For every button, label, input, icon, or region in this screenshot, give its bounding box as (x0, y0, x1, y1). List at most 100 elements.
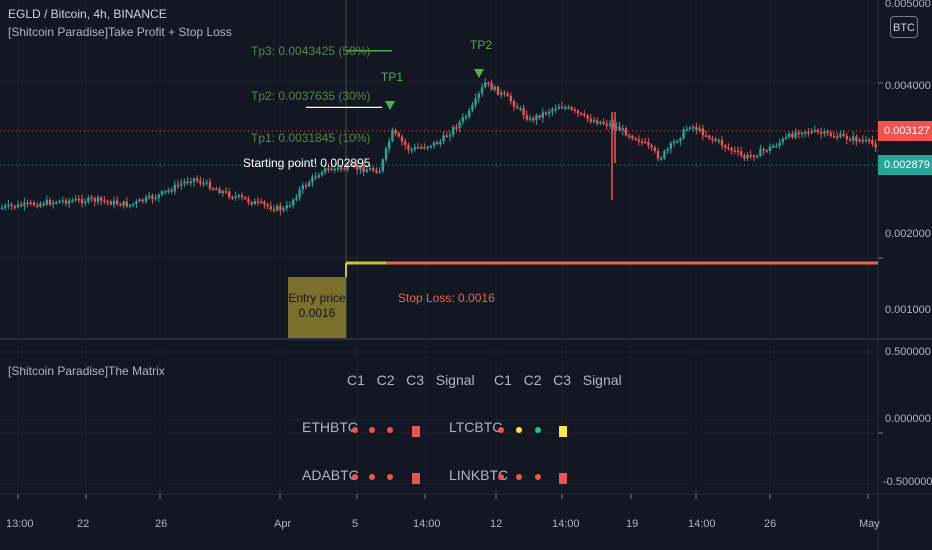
candle-body-125 (400, 136, 404, 142)
candle-body-170 (544, 112, 548, 114)
candle-body-80 (256, 201, 260, 203)
matrix-symbol-adabtc: ADABTC (302, 467, 359, 483)
candle-body-162 (519, 108, 522, 110)
tp2-label: Tp2: 0.0037635 (30%) (251, 89, 371, 103)
prev-price-badge: 0.002879 (878, 155, 932, 175)
candle-body-165 (528, 118, 532, 120)
candle-body-109 (349, 165, 352, 167)
candle-body-271 (868, 139, 871, 142)
candle-body-174 (557, 106, 560, 109)
candle-body-16 (52, 202, 55, 205)
candle-body-148 (474, 98, 477, 105)
candle-body-225 (720, 140, 724, 146)
candle-body-153 (490, 83, 493, 90)
candle-body-237 (759, 148, 762, 156)
matrix-right-signal-1 (559, 473, 567, 484)
candle-body-219 (701, 128, 704, 136)
price-pane (0, 0, 878, 338)
candle-body-243 (778, 142, 781, 146)
symbol-title[interactable]: EGLD / Bitcoin, 4h, BINANCE (8, 7, 167, 21)
candle-body-54 (173, 184, 176, 192)
col-c1: C1 (494, 372, 512, 388)
indicator-matrix-title[interactable]: [Shitcoin Paradise]The Matrix (8, 364, 165, 378)
candle-body-7 (23, 202, 26, 206)
candle-body-85 (272, 209, 276, 211)
candle-body-82 (263, 201, 266, 205)
candle-body-135 (432, 142, 436, 146)
candle-body-95 (304, 185, 308, 187)
candle-body-236 (756, 155, 759, 158)
time-tick-4: 5 (352, 518, 359, 530)
candle-body-156 (500, 92, 503, 95)
candle-body-233 (746, 154, 749, 159)
candle-body-154 (493, 86, 496, 90)
candle-body-164 (525, 115, 528, 120)
candle-body-47 (151, 195, 154, 199)
col-signal: Signal (582, 372, 622, 388)
col-c2: C2 (523, 372, 542, 388)
candle-body-143 (458, 121, 461, 129)
candle-body-15 (48, 200, 52, 205)
candle-body-63 (202, 182, 205, 185)
candle-body-161 (516, 106, 519, 109)
candle-body-179 (573, 109, 576, 111)
candle-body-149 (477, 93, 480, 99)
candle-body-108 (346, 165, 349, 170)
candle-body-50 (160, 191, 164, 195)
candle-body-89 (285, 205, 288, 209)
candle-body-62 (199, 180, 202, 184)
candle-body-239 (765, 150, 768, 152)
candle-body-131 (420, 146, 423, 149)
candle-body-235 (752, 155, 756, 157)
candle-body-259 (829, 133, 832, 137)
candle-body-24 (77, 198, 80, 201)
candle-body-57 (183, 181, 186, 184)
matrix-left-dot-1-1 (369, 474, 375, 480)
candle-body-152 (487, 82, 490, 85)
candle-body-0 (0, 207, 4, 210)
candle-body-140 (448, 134, 452, 137)
currency-button[interactable]: BTC (890, 16, 918, 38)
candle-body-45 (144, 197, 148, 202)
candle-body-34 (109, 201, 112, 205)
candle-body-1 (4, 205, 7, 208)
candle-body-64 (205, 181, 208, 184)
col-c1: C1 (347, 372, 365, 388)
matrix-left-dot-0-2 (387, 427, 393, 433)
candle-body-189 (605, 123, 608, 126)
candle-body-267 (855, 136, 858, 142)
candle-body-187 (599, 121, 602, 124)
matrix-right-dot-1-0 (498, 474, 504, 480)
candle-body-134 (429, 145, 432, 148)
candle-body-5 (16, 204, 20, 208)
matrix-tick-1: 0.000000 (885, 413, 931, 425)
candle-body-56 (180, 183, 183, 186)
tp2-triangle (474, 69, 484, 78)
candle-body-194 (621, 128, 624, 131)
time-tick-7: 14:00 (552, 518, 580, 530)
candle-body-55 (176, 184, 180, 187)
indicator-tp-sl-title[interactable]: [Shitcoin Paradise]Take Profit + Stop Lo… (8, 25, 232, 39)
candle-body-242 (775, 145, 778, 148)
candle-body-130 (416, 147, 420, 149)
last-price-badge: 0.003127 (878, 121, 932, 141)
candle-body-252 (807, 131, 810, 134)
matrix-right-dot-0-2 (535, 427, 541, 433)
candle-body-208 (666, 149, 669, 151)
candle-body-216 (692, 126, 695, 129)
candle-body-248 (794, 132, 797, 138)
candle-body-146 (468, 110, 471, 117)
candle-body-6 (20, 204, 23, 206)
candle-body-138 (442, 135, 445, 142)
candle-body-132 (423, 146, 426, 149)
candle-body-185 (592, 120, 596, 122)
candle-body-171 (548, 111, 551, 114)
candle-body-118 (378, 171, 381, 173)
candle-body-104 (333, 168, 336, 171)
candle-body-123 (394, 129, 397, 134)
candle-body-266 (852, 136, 855, 141)
candle-body-220 (704, 135, 708, 137)
candle-body-163 (522, 108, 525, 116)
candle-body-67 (215, 188, 218, 191)
